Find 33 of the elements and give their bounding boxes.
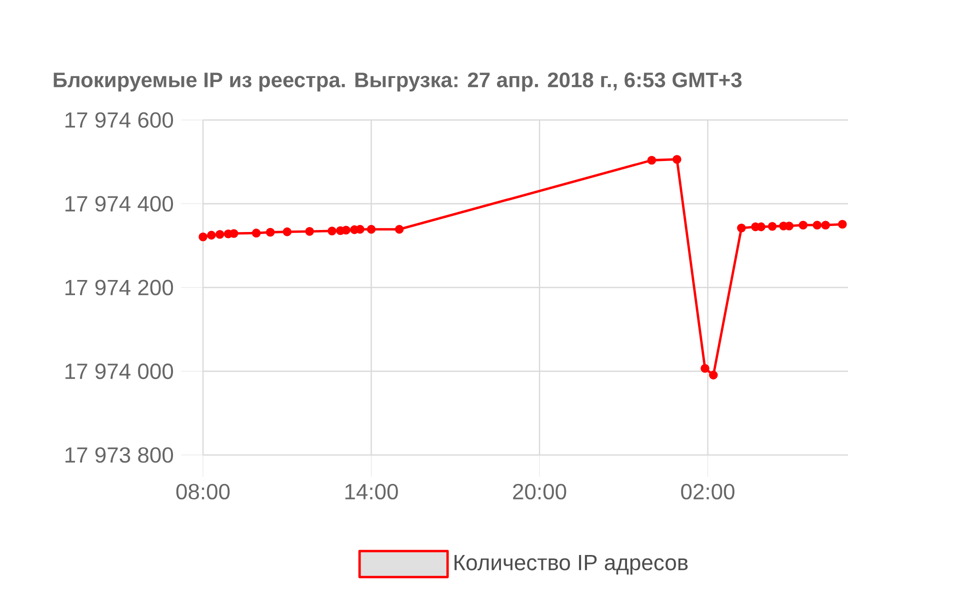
y-tick-label: 17 974 600 xyxy=(65,112,174,128)
point xyxy=(768,222,777,231)
point xyxy=(700,364,710,373)
y-tick-label: 17 974 000 xyxy=(65,364,174,380)
point xyxy=(198,232,208,242)
x-tick-label: 14:00 xyxy=(345,484,398,500)
point xyxy=(647,156,656,165)
point xyxy=(305,227,314,236)
y-tick-label: 17 974 400 xyxy=(65,196,174,212)
x-tick-label: 20:00 xyxy=(513,484,566,500)
x-tick-label: 08:00 xyxy=(176,484,230,500)
point xyxy=(207,230,216,240)
point xyxy=(672,154,682,164)
chart-title: Блокируемые IP из реестра. Выгрузка: 27 апр. 2018 г., 6:53 GMT+3 xyxy=(54,72,742,92)
point xyxy=(328,226,336,236)
y-tick-label: 17 974 200 xyxy=(65,280,174,296)
point xyxy=(394,224,404,234)
point xyxy=(342,226,350,235)
point xyxy=(252,228,261,238)
legend-label: Количество IP адресов xyxy=(454,554,688,575)
point xyxy=(356,224,364,234)
point xyxy=(737,224,746,232)
point xyxy=(266,228,275,237)
x-tick-label: 02:00 xyxy=(681,484,734,500)
point xyxy=(821,220,830,230)
point xyxy=(215,230,224,239)
point xyxy=(838,220,847,229)
point xyxy=(708,370,718,380)
point xyxy=(366,224,376,234)
point xyxy=(798,220,808,230)
point xyxy=(282,227,292,236)
point xyxy=(812,220,822,230)
y-tick-label: 17 973 800 xyxy=(65,447,174,463)
